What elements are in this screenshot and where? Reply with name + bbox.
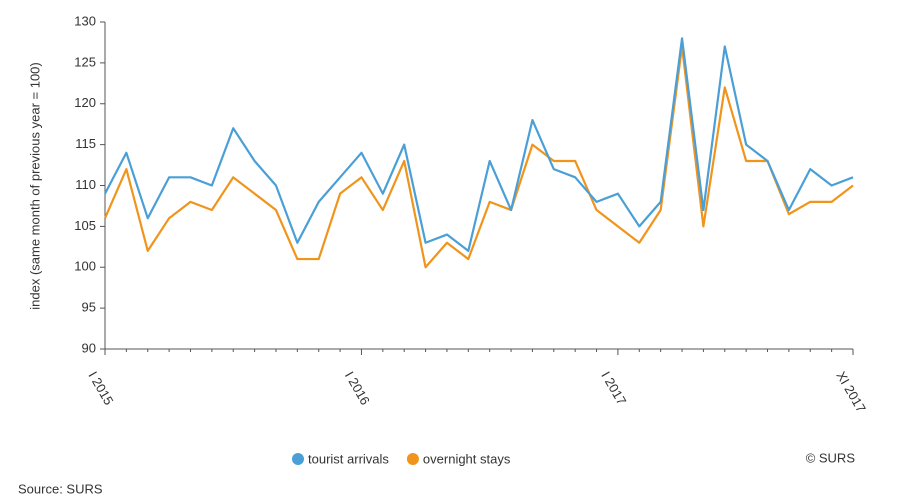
y-tick-label: 100: [74, 259, 96, 274]
y-axis-label: index (same month of previous year = 100…: [27, 62, 42, 310]
x-tick-label: I 2015: [85, 369, 116, 408]
x-tick-label: I 2016: [342, 369, 373, 408]
y-tick-label: 110: [75, 177, 96, 192]
y-tick-label: 125: [74, 54, 96, 69]
legend-swatch: [406, 453, 419, 465]
y-tick-label: 90: [82, 340, 96, 355]
y-tick-label: 120: [74, 95, 96, 110]
legend-label: overnight stays: [423, 451, 511, 466]
legend-label: tourist arrivals: [308, 451, 389, 466]
series-line: [103, 45, 854, 269]
legend-swatch: [292, 453, 304, 465]
source: Source: SURS: [18, 481, 103, 496]
x-tick-label: XI 2017: [833, 369, 868, 415]
y-tick-label: 105: [74, 218, 96, 233]
credit: © SURS: [806, 450, 856, 465]
x-tick-label: I 2017: [598, 369, 629, 408]
y-tick-label: 130: [74, 13, 96, 28]
y-tick-label: 115: [75, 136, 96, 151]
y-tick-label: 95: [82, 300, 96, 315]
series-line: [104, 37, 854, 252]
